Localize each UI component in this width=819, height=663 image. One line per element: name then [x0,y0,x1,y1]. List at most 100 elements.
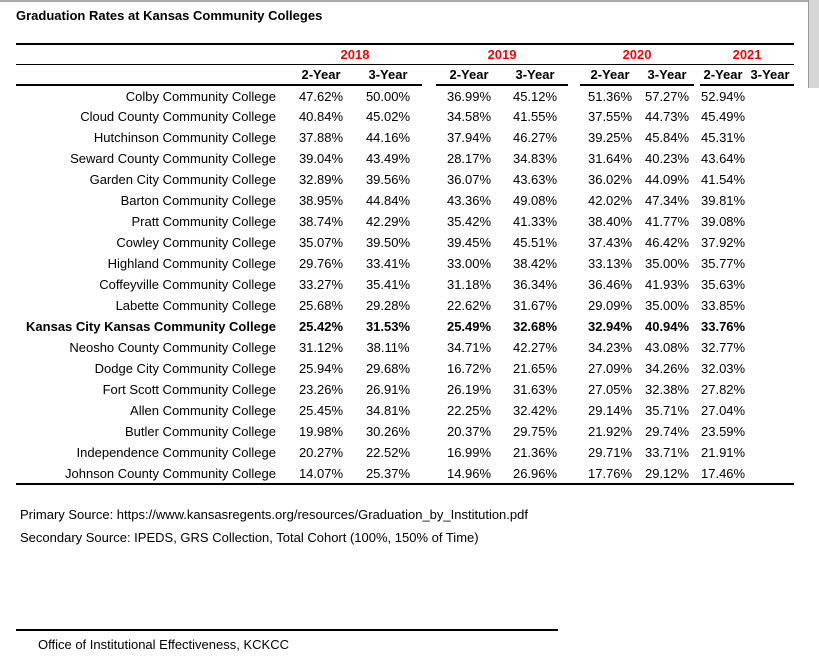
column-spacer [568,274,580,295]
grad-rate-2021-3year [746,106,794,127]
grad-rate-2019-3year: 32.42% [512,403,558,418]
grad-rate-2020-3year: 46.42% [644,235,690,250]
grad-rate-2019-2year: 20.37% [446,424,492,439]
grad-rate-2019-3year: 29.75% [512,424,558,439]
grad-rate-2018-3year: 38.11% [366,340,410,355]
grad-rate-2018-3year: 33.41% [365,256,411,271]
table-row: Neosho County Community College 31.12% 38.… [16,337,794,358]
primary-source-note: Primary Source: https://www.kansasregent… [20,507,528,522]
grad-rate-2021-2year: 32.03% [701,361,746,376]
grad-rate-2021-3year [746,295,794,316]
college-name: Colby Community College [125,88,276,104]
table-row: Seward County Community College 39.04% 43.… [16,148,794,169]
grad-rate-2020-3year: 35.00% [644,298,690,313]
grad-rate-2018-2year: 25.68% [298,298,344,313]
year-header-2018: 2018 [288,44,423,65]
column-spacer [422,253,436,274]
column-spacer [568,421,580,442]
grad-rate-2021-3year [746,274,794,295]
grad-rate-2021-3year [746,379,794,400]
college-name: Barton Community College [120,193,276,208]
grad-rate-2020-2year: 31.64% [587,151,633,166]
grad-rate-2018-3year: 45.02% [365,109,411,124]
table-row: Cloud County Community College 40.84% 45.0… [16,106,794,127]
grad-rate-2018-2year: 37.88% [298,130,344,145]
grad-rate-2021-3year [746,232,794,253]
grad-rate-2021-2year: 45.31% [701,130,746,145]
column-spacer [422,337,436,358]
table-row: Cowley Community College 35.07% 39.50% 39.4… [16,232,794,253]
grad-rate-2021-3year [746,148,794,169]
college-name: Labette Community College [115,298,276,313]
column-spacer [422,127,436,148]
grad-rate-2019-2year: 22.25% [446,403,492,418]
column-spacer [568,85,580,106]
grad-rate-2019-3year: 41.33% [512,214,558,229]
table-row: Kansas City Kansas Community College 25.4… [16,316,794,337]
grad-rate-2018-2year: 47.62% [298,88,344,104]
college-name: Hutchinson Community College [93,130,276,145]
column-spacer [568,232,580,253]
grad-rate-2018-2year: 31.12% [298,340,344,355]
grad-rate-2018-3year: 39.56% [365,172,411,187]
grad-rate-2021-2year: 23.59% [701,424,746,439]
table-row: Fort Scott Community College 23.26% 26.91%… [16,379,794,400]
grad-rate-2021-3year [746,169,794,190]
table-row: Barton Community College 38.95% 44.84% 43.3… [16,190,794,211]
grad-rate-2019-2year: 39.45% [446,235,492,250]
grad-rate-2021-2year: 17.46% [700,463,747,485]
grad-rate-2021-2year: 35.63% [701,277,746,292]
column-spacer [422,358,436,379]
grad-rate-2021-3year [746,442,794,463]
college-name-header [16,64,288,86]
table-row: Independence Community College 20.27% 22.5… [16,442,794,463]
column-spacer [422,211,436,232]
column-spacer [422,463,437,485]
college-name-header-spacer [16,44,288,65]
grad-rate-2019-3year: 34.83% [512,151,558,166]
grad-rate-2018-3year: 44.84% [365,193,411,208]
grad-rate-2018-2year: 38.95% [298,193,344,208]
table-row: Labette Community College 25.68% 29.28% 22.… [16,295,794,316]
grad-rate-2020-3year: 32.38% [644,382,690,397]
page-title: Graduation Rates at Kansas Community Col… [16,8,323,23]
grad-rate-2019-2year: 34.71% [446,340,492,355]
grad-rate-2020-3year: 33.71% [644,445,690,460]
grad-rate-2019-2year: 36.07% [446,172,492,187]
grad-rate-2021-2year: 27.04% [701,403,746,418]
grad-rate-2018-3year: 44.16% [365,130,411,145]
column-spacer [568,358,580,379]
grad-rate-2019-2year: 26.19% [446,382,492,397]
grad-rate-2019-2year: 33.00% [446,256,492,271]
grad-rate-2020-2year: 27.05% [587,382,633,397]
column-spacer [568,379,580,400]
grad-rate-2020-3year: 57.27% [644,88,690,104]
column-spacer [568,127,580,148]
column-spacer [568,442,580,463]
grad-rate-2019-2year: 31.18% [446,277,492,292]
office-attribution: Office of Institutional Effectiveness, K… [38,637,289,652]
column-spacer [568,295,580,316]
grad-rate-2020-3year: 40.94% [644,319,690,334]
grad-rate-2020-2year: 38.40% [587,214,633,229]
column-spacer [568,211,580,232]
grad-rate-2019-3year: 21.36% [512,445,558,460]
grad-rate-2018-2year: 38.74% [298,214,344,229]
grad-rate-2018-2year: 25.42% [298,319,344,334]
grad-rate-2019-3year: 38.42% [512,256,558,271]
table-row: Colby Community College 47.62% 50.00% 36.99… [16,85,794,106]
grad-rate-2019-2year: 43.36% [446,193,492,208]
grad-rate-2020-2year: 29.71% [587,445,633,460]
college-name: Kansas City Kansas Community College [26,319,276,334]
header-2021-3year: 3-Year [746,64,795,86]
grad-rate-2019-2year: 16.99% [446,445,492,460]
grad-rate-2020-2year: 21.92% [587,424,633,439]
graduation-rates-table: 2018 2019 2020 2021 2-Year 3-Year 2-Year… [16,43,795,485]
column-spacer [422,85,436,106]
secondary-source-note: Secondary Source: IPEDS, GRS Collection,… [20,530,479,545]
grad-rate-2020-3year: 40.23% [644,151,690,166]
table-row: Johnson County Community College 14.07% 25… [16,463,795,485]
year-header-row: 2018 2019 2020 2021 [16,44,795,65]
grad-rate-2020-2year: 29.09% [587,298,633,313]
grad-rate-2018-3year: 29.68% [365,361,411,376]
